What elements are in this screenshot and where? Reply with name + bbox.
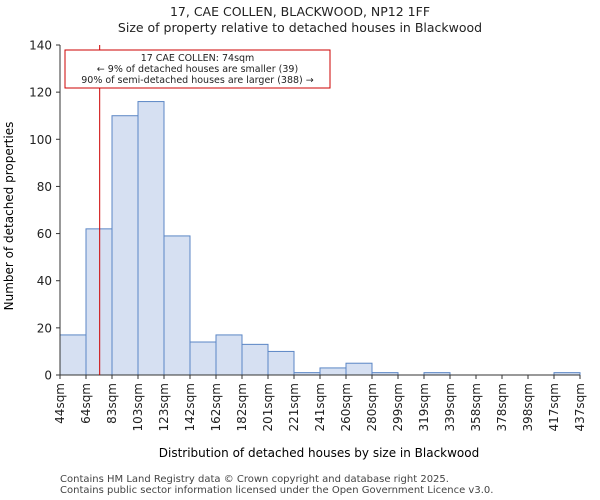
x-tick-label: 83sqm [105, 383, 119, 424]
bar-64sqm [85, 228, 113, 376]
x-tick-label: 182sqm [235, 383, 249, 431]
x-tick-label: 44sqm [53, 383, 67, 424]
y-tick-label: 100 [29, 133, 52, 147]
bar-103sqm [137, 101, 165, 376]
marker-group: 17 CAE COLLEN: 74sqm← 9% of detached hou… [64, 45, 331, 375]
annotation-title: 17 CAE COLLEN: 74sqm [141, 53, 255, 64]
x-tick-label: 221sqm [287, 383, 301, 431]
x-tick-label: 123sqm [157, 383, 171, 431]
bar-182sqm [241, 343, 269, 376]
x-tick-label: 103sqm [131, 383, 145, 431]
x-tick-label: 398sqm [521, 383, 535, 431]
x-tick-label: 378sqm [495, 383, 509, 431]
x-axis: 44sqm 64sqm 83sqm 103sqm 123sqm 142sqm 162sqm 1… [53, 374, 587, 431]
y-tick-label: 0 [44, 369, 52, 383]
chart-title: Size of property relative to detached ho… [117, 20, 483, 35]
x-tick-label: 299sqm [391, 383, 405, 431]
bar-241sqm [319, 367, 347, 376]
annotation-box [64, 49, 331, 89]
bar-162sqm [215, 334, 243, 376]
x-axis-label: Distribution of detached houses by size … [159, 446, 479, 460]
x-tick-label: 417sqm [547, 383, 561, 431]
x-tick-label: 358sqm [469, 383, 483, 431]
y-axis-label: Number of detached properties [2, 122, 16, 311]
y-tick-label: 140 [29, 39, 52, 53]
chart-title-address: 17, CAE COLLEN, BLACKWOOD, NP12 1FF [169, 4, 431, 19]
x-tick-label: 260sqm [339, 383, 353, 431]
bar-123sqm [163, 235, 191, 376]
x-tick-label: 437sqm [573, 383, 587, 431]
footer-licence: Contains public sector information licen… [60, 485, 494, 496]
y-tick-label: 60 [37, 227, 52, 241]
annotation-smaller: ← 9% of detached houses are smaller (39) [97, 64, 298, 75]
x-tick-label: 201sqm [261, 383, 275, 431]
x-tick-label: 162sqm [209, 383, 223, 431]
y-tick-label: 40 [37, 274, 52, 288]
bar-201sqm [267, 350, 295, 376]
bar-260sqm [345, 362, 373, 376]
y-axis: 0 20 40 60 80 100 120 140 [29, 39, 61, 383]
y-tick-label: 20 [37, 321, 52, 335]
y-tick-label: 120 [29, 86, 52, 100]
x-tick-label: 64sqm [79, 383, 93, 424]
footer-copyright: Contains HM Land Registry data © Crown c… [60, 474, 449, 485]
x-tick-label: 339sqm [443, 383, 457, 431]
bar-83sqm [111, 115, 139, 376]
x-tick-label: 241sqm [313, 383, 327, 431]
bars-group [59, 101, 581, 376]
x-tick-label: 319sqm [417, 383, 431, 431]
y-tick-label: 80 [37, 180, 52, 194]
bar-44sqm [59, 334, 87, 376]
bar-142sqm [189, 341, 217, 376]
annotation-larger: 90% of semi-detached houses are larger (… [81, 75, 314, 86]
x-tick-label: 280sqm [365, 383, 379, 431]
x-tick-label: 142sqm [183, 383, 197, 431]
